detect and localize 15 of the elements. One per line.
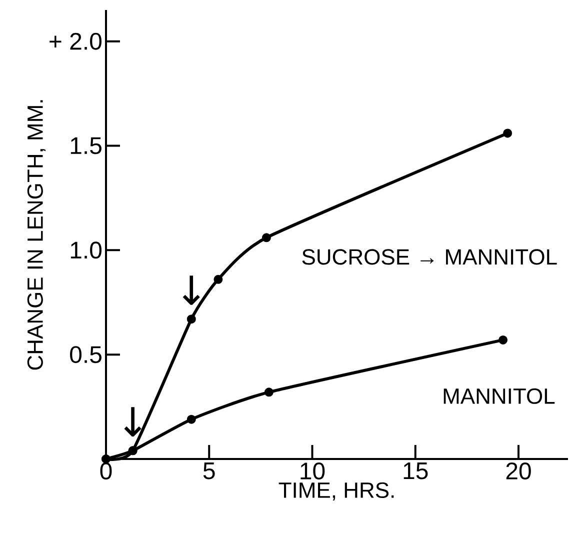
x-tick-label: 0 <box>100 462 112 480</box>
x-tick-label: 15 <box>404 462 428 480</box>
x-tick-label: 20 <box>506 462 531 480</box>
x-tick-label: 10 <box>300 462 325 480</box>
y-tick-label: 1.5 <box>70 137 102 154</box>
y-tick-label: 1.0 <box>70 242 102 259</box>
annotation: ↓ <box>124 407 142 436</box>
x-tick-label: 5 <box>203 462 215 480</box>
series-label: MANNITOL <box>444 388 555 404</box>
x-axis-title: TIME, HRS. <box>278 482 394 501</box>
y-axis-title: CHANGE IN LENGTH, MM. <box>27 100 46 370</box>
series-label: SUCROSE → MANNITOL <box>302 249 557 265</box>
y-tick-label: 0.5 <box>70 346 102 364</box>
annotation: ↓ <box>182 276 200 305</box>
y-tick-label: + 2.0 <box>50 32 102 50</box>
